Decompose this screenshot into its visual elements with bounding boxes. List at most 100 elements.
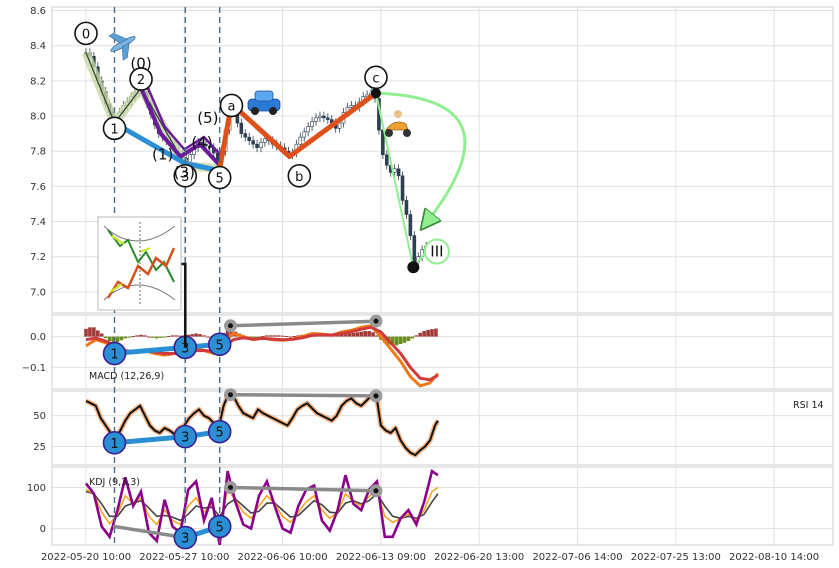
candle-body — [298, 136, 303, 145]
candle-body — [302, 131, 307, 138]
price-y-tick-label: 8.2 — [30, 76, 46, 87]
macd-hist-bar — [284, 335, 289, 337]
macd-hist-bar — [434, 328, 438, 337]
macd-hist-bar — [272, 335, 277, 337]
price-y-tick-label: 7.8 — [30, 147, 46, 158]
macd-hist-bar — [107, 336, 112, 342]
candle-body — [349, 105, 354, 108]
sub-wave-label: (1) — [152, 146, 173, 164]
wave-label: 3 — [181, 170, 189, 185]
macd-hist-bar — [343, 334, 348, 337]
kdj-y-tick-label: 0 — [40, 524, 46, 535]
macd-hist-bar — [253, 336, 257, 338]
candle-body — [259, 142, 263, 148]
wave-label: b — [295, 170, 303, 185]
scooter-wheel — [403, 129, 411, 137]
macd-hist-bar — [88, 327, 92, 337]
car-roof — [254, 90, 274, 102]
macd-hist-bar — [426, 329, 430, 337]
macd-hist-bar — [123, 336, 128, 339]
wave-label-circle — [102, 116, 127, 141]
rsi-line — [85, 392, 439, 457]
sub-wave-label: (4) — [191, 133, 212, 151]
kdj-y-tick-label: 100 — [27, 483, 46, 494]
macd-hist-bar — [280, 335, 285, 337]
macd-peak-line — [228, 319, 378, 328]
tick-labels: 2022-05-20 10:00 2022-05-27 10:00 2022-06-… — [22, 6, 819, 563]
macd-hist-bar — [202, 335, 206, 337]
macd-hist-bar — [103, 336, 108, 339]
x-tick-label: 2022-08-10 14:00 — [729, 552, 819, 563]
macd-wave-marker — [207, 332, 232, 357]
macd-hist-bar — [339, 334, 344, 337]
macd-hist-bar — [269, 335, 273, 337]
rsi-peak-marker-dot — [228, 392, 234, 398]
x-tick-label: 2022-06-06 10:00 — [238, 552, 328, 563]
macd-hist-bar — [111, 336, 116, 343]
price-y-tick-label: 7.4 — [30, 217, 46, 228]
rsi-wave-marker — [207, 419, 232, 444]
kdj-peak-marker-dot — [228, 485, 234, 491]
candle-body — [306, 126, 310, 133]
candle-body — [384, 154, 389, 166]
candle-body — [243, 133, 248, 138]
rsi-wave-marker-label: 1 — [110, 437, 118, 452]
kdj-low-line — [112, 524, 188, 540]
macd-hist-bar — [351, 332, 356, 337]
kdj-wave-marker-label: 3 — [181, 532, 189, 547]
macd-hist-bar — [367, 331, 371, 337]
kdj-wave-marker — [207, 514, 232, 539]
macd-hist-bar — [390, 336, 395, 346]
abc-wave-line — [217, 91, 378, 170]
macd-hist-bar — [84, 328, 88, 337]
macd-hist-bar — [154, 336, 159, 339]
plane-wings — [108, 33, 130, 61]
wave-label-circle — [219, 93, 244, 118]
wave-label-circle — [207, 165, 232, 190]
macd-hist-bar — [292, 335, 297, 337]
kdj-wave-marker-label: 5 — [216, 521, 224, 536]
wave-label-circle — [74, 21, 98, 46]
rsi-wave-marker-label: 3 — [181, 431, 189, 446]
car-icon — [247, 90, 281, 115]
car-wheel — [269, 107, 277, 115]
macd-hist-bar — [186, 334, 191, 337]
macd-hist-bar — [347, 333, 352, 337]
macd-y-tick-label: 0.0 — [30, 332, 46, 343]
macd-hist-bar — [190, 334, 194, 337]
rsi-wave-marker — [102, 430, 127, 455]
x-tick-label: 2022-05-20 10:00 — [41, 552, 131, 563]
macd-hist-bar — [261, 335, 265, 337]
macd-hist-bar — [296, 335, 301, 337]
macd-hist-bar — [355, 332, 360, 337]
sub-wave-line-2 — [143, 80, 225, 160]
candle-body — [381, 129, 385, 156]
macd-hist-bar — [147, 336, 151, 338]
macd-hist-bar — [371, 332, 375, 337]
macd-hist-bar — [178, 335, 183, 337]
macd-hist-bar — [335, 335, 340, 337]
macd-peak-marker-dot — [228, 323, 234, 329]
macd-hist-bar — [265, 335, 269, 337]
macd-hist-bar — [127, 336, 132, 338]
candle-body — [322, 115, 326, 119]
price-y-tick-label: 7.0 — [30, 287, 46, 298]
macd-hist-bar — [92, 327, 96, 337]
candle-body — [314, 117, 318, 122]
wave-label: a — [227, 99, 235, 114]
sub-wave-line — [139, 87, 222, 167]
rsi-y-tick-label: 50 — [33, 411, 46, 422]
x-tick-label: 2022-07-25 13:00 — [631, 552, 721, 563]
scooter-rider — [394, 110, 402, 118]
macd-hist-bar — [430, 329, 434, 337]
macd-hist-bar — [225, 330, 230, 337]
projection-start-dot — [370, 88, 381, 99]
macd-hist-bar — [194, 333, 198, 337]
rsi-peak-line — [228, 392, 378, 398]
candle-body — [400, 175, 405, 201]
macd-hist-bar — [375, 335, 379, 337]
candle-body — [408, 214, 413, 236]
wave-label-circle — [173, 164, 198, 188]
macd-hist-bar — [158, 336, 163, 338]
